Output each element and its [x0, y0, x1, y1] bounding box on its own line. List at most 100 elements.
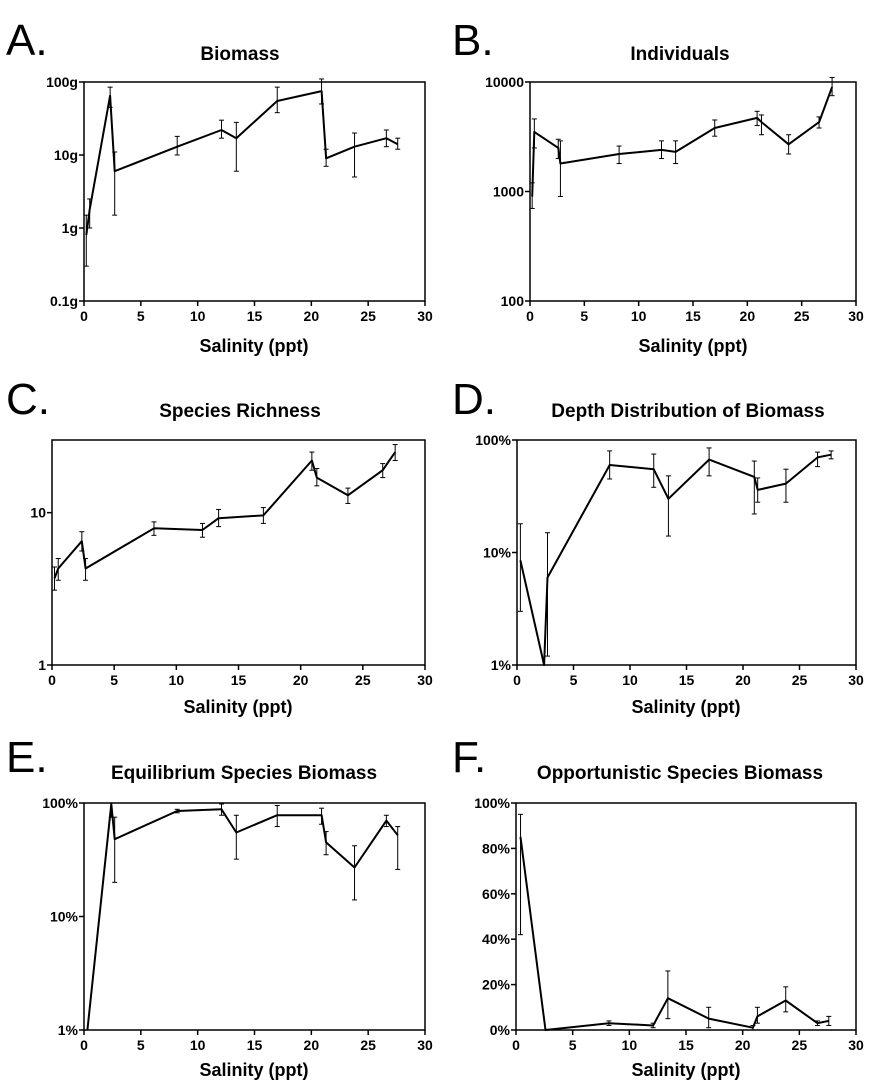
panel-f-xtick-label: 15: [678, 1037, 694, 1053]
panel-b-ytick-label: 100: [501, 293, 525, 309]
panel-f-error-bar: [665, 970, 671, 1020]
panel-e-error-bar: [319, 807, 325, 825]
panel-e-error-bar: [219, 803, 225, 816]
panel-a-series-line: [85, 90, 399, 236]
panel-a-xtick-label: 0: [80, 308, 88, 324]
panel-f-error-bar: [814, 1020, 820, 1026]
panel-c-error-bar: [392, 444, 398, 462]
panel-e-error-bar: [274, 805, 280, 828]
panel-d-series: [517, 447, 834, 666]
panel-f-ticks: 0 5 10 15 20 25 30 0% 20% 40% 60% 80% 100%: [474, 795, 864, 1053]
panel-f-xtick-label: 0: [512, 1037, 520, 1053]
panel-d-frame: [516, 439, 857, 666]
panel-c-error-bar: [83, 558, 89, 581]
panel-f-error-bar: [783, 986, 789, 1013]
panel-f-xtick-label: 10: [622, 1037, 638, 1053]
panel-b-letter: B.: [452, 16, 494, 65]
panel-c-letter: C.: [6, 375, 50, 424]
panel-a-error-bar: [352, 132, 358, 178]
panel-a-xtick-label: 15: [247, 308, 263, 324]
panel-f: F. Opportunistic Species Biomass 0 5 10 15 2…: [452, 733, 864, 1080]
panel-c: C. Species Richness 0 5 10 15 20 25 30 1 10 Sali…: [6, 375, 433, 717]
panel-b-xlabel: Salinity (ppt): [639, 336, 748, 356]
panel-b-error-bar: [758, 114, 764, 136]
panel-d-xtick-label: 5: [570, 672, 578, 688]
panel-d-error-bar: [545, 532, 551, 657]
panel-b-error-bar: [557, 140, 563, 198]
panel-a-ytick-label: 1g: [62, 220, 78, 236]
panel-c-error-bar: [51, 566, 57, 591]
panel-b-frame: [529, 81, 857, 302]
panel-b-error-bar: [816, 116, 822, 129]
panel-b-series: [529, 76, 835, 209]
panel-a-ytick-label: 100g: [46, 74, 78, 90]
panel-b-error-bar: [754, 110, 760, 127]
panel-c-error-bar: [79, 531, 85, 552]
panel-d-xtick-label: 0: [513, 672, 521, 688]
panel-d-error-bar: [665, 475, 671, 537]
panel-e-xtick-label: 30: [417, 1037, 433, 1053]
panel-f-xtick-label: 20: [735, 1037, 751, 1053]
panel-f-error-bar: [826, 1015, 832, 1026]
panel-a-error-bar: [83, 214, 89, 267]
panel-c-xtick-label: 10: [169, 672, 185, 688]
panel-c-error-bar: [309, 451, 315, 471]
panel-c-frame: [51, 439, 426, 666]
panel-a-ticks: 0 5 10 15 20 25 30 0.1g 1g 10g 100g: [46, 74, 433, 324]
panel-a-error-bar: [323, 148, 329, 167]
panel-b-xtick-label: 25: [794, 308, 810, 324]
panel-d-ytick-label: 10%: [483, 545, 512, 561]
panel-a-error-bar: [87, 198, 93, 229]
panel-e-xtick-label: 20: [304, 1037, 320, 1053]
panel-c-error-bar: [345, 487, 351, 504]
panel-b-error-bar: [616, 145, 622, 165]
panel-d-error-bar: [751, 460, 757, 515]
panel-e-error-bar: [323, 831, 329, 856]
panel-d-xtick-label: 15: [679, 672, 695, 688]
panel-a-error-bar: [383, 129, 389, 148]
panel-c-xtick-label: 0: [48, 672, 56, 688]
panel-d-ytick-label: 1%: [491, 657, 512, 673]
panel-c-xtick-label: 5: [110, 672, 118, 688]
panel-e-xtick-label: 10: [190, 1037, 206, 1053]
panel-f-ytick-label: 20%: [482, 977, 511, 993]
panel-e-series: [86, 802, 401, 1031]
panel-a-ytick-label: 0.1g: [50, 293, 78, 309]
panel-d-error-bar: [828, 450, 834, 460]
panel-b-error-bar: [531, 118, 537, 149]
panel-a-xtick-label: 5: [137, 308, 145, 324]
panel-e-xlabel: Salinity (ppt): [200, 1060, 309, 1080]
panel-a-xlabel: Salinity (ppt): [200, 336, 309, 356]
panel-a-xtick-label: 30: [417, 308, 433, 324]
panel-f-error-bar: [754, 1006, 760, 1024]
panel-d-error-bar: [706, 447, 712, 477]
panel-e-title: Equilibrium Species Biomass: [111, 763, 377, 784]
panel-f-xtick-label: 25: [792, 1037, 808, 1053]
panel-f-xtick-label: 5: [569, 1037, 577, 1053]
panel-b-xtick-label: 0: [526, 308, 534, 324]
panel-b-error-bar: [529, 182, 535, 209]
panel-d-error-bar: [783, 468, 789, 503]
panel-f-xlabel: Salinity (ppt): [632, 1060, 741, 1080]
panel-a-xtick-label: 20: [304, 308, 320, 324]
panel-d-letter: D.: [452, 375, 496, 424]
panel-a-error-bar: [107, 86, 113, 108]
panel-d-ytick-label: 100%: [475, 432, 511, 448]
panel-a-title: Biomass: [200, 44, 279, 65]
panel-e-ticks: 0 5 10 15 20 25 30 1% 10% 100%: [42, 795, 433, 1053]
panel-d-xlabel: Salinity (ppt): [632, 697, 741, 717]
panel-e-ytick-label: 1%: [58, 1022, 79, 1038]
panel-d-error-bar: [517, 523, 523, 612]
panel-c-xtick-label: 25: [355, 672, 371, 688]
panel-a-series: [83, 78, 401, 267]
panel-b-xtick-label: 30: [848, 308, 864, 324]
panel-b: B. Individuals 0 5 10 15 20 25 30100100010000 …: [452, 16, 864, 356]
panel-e-xtick-label: 25: [360, 1037, 376, 1053]
panel-b-title: Individuals: [630, 44, 729, 65]
panel-d-xtick-label: 20: [735, 672, 751, 688]
panel-a-error-bar: [319, 78, 325, 105]
panel-a-error-bar: [395, 137, 401, 150]
panel-d: D. Depth Distribution of Biomass 0 5 10 15 2…: [452, 375, 864, 717]
panel-d-xtick-label: 30: [848, 672, 864, 688]
panel-c-error-bar: [260, 507, 266, 524]
